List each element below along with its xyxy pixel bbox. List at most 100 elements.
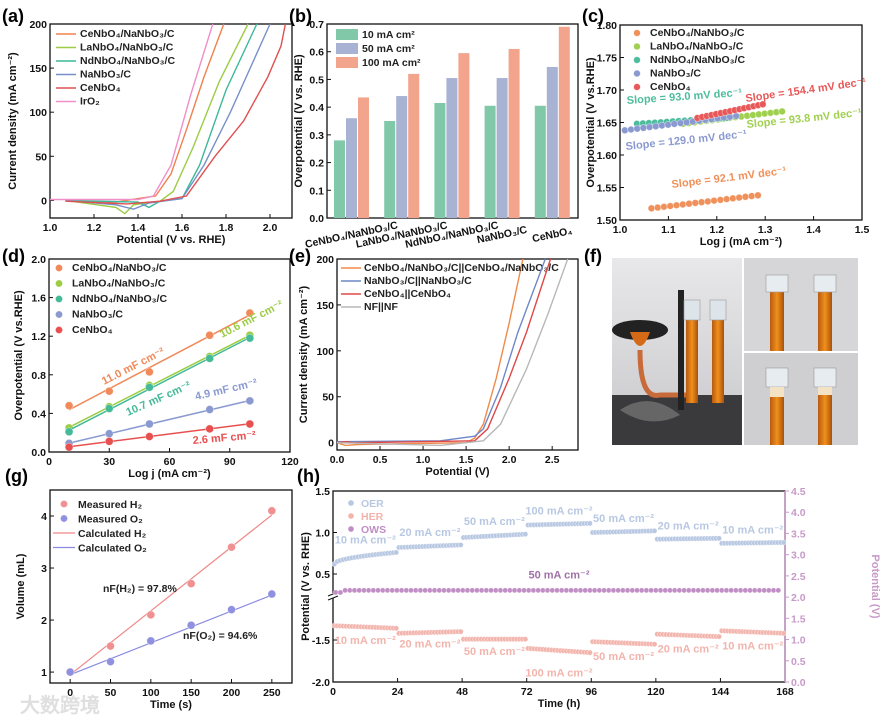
panel-c-data-point	[652, 122, 660, 131]
panel-h-legend-marker	[347, 512, 355, 520]
panel-c-data-point	[741, 193, 750, 201]
panel-d-data-point	[64, 427, 74, 437]
panel-c-legend-label: CeNbO₄/NaNbO₃/C	[650, 27, 745, 39]
panel-b-bar	[434, 102, 446, 218]
panel-g-measured-point	[65, 667, 75, 677]
panel-c-data-point	[670, 120, 679, 128]
panel-h-x-tick-label: 96	[585, 686, 597, 698]
panel-h-current-label: 100 mA cm⁻²	[525, 505, 592, 517]
panel-g-measured-point	[146, 610, 156, 620]
panel-c-x-axis-title: Log j (mA cm⁻²)	[700, 236, 783, 248]
panel-label: (a)	[2, 6, 24, 26]
panel-c-data-point	[716, 196, 725, 204]
panel-g-efficiency-annotation: nF(O₂) = 94.6%	[183, 630, 258, 642]
panel-d-legend-label: NdNbO₄/NaNbO₃/C	[72, 293, 167, 305]
panel-c-y-tick-label: 1.80	[597, 20, 618, 32]
panel-g-x-tick-label: 150	[182, 687, 200, 699]
panel-c-data-point	[754, 191, 762, 200]
panel-c-data-point	[672, 201, 681, 209]
panel-h-oer-point	[716, 535, 723, 542]
panel-h-current-label: 10 mA cm⁻²	[722, 640, 783, 652]
panel-c-data-point	[621, 126, 629, 135]
panel-h-current-label: 50 mA cm⁻²	[593, 651, 654, 663]
panel-c-data-point	[653, 203, 662, 212]
panel-d-y-tick-label: 2.0	[31, 254, 46, 266]
panel-e-y-tick-label: 100	[316, 346, 334, 358]
panel-e-chart: 0.0 0.5 1.0 1.5 2.0 2.5 0 50 100 150 200 Potential …	[298, 254, 579, 478]
panel-h-her-point	[522, 636, 529, 643]
panel-b-bar	[446, 78, 458, 219]
panel-h-x-tick-label: 48	[456, 686, 468, 698]
panel-a-y-tick-label: 150	[29, 63, 47, 75]
panel-h-ows-point	[337, 589, 344, 596]
panel-c-legend-marker	[633, 83, 641, 91]
panel-d-x-tick-label: 60	[164, 456, 176, 468]
panel-a-legend-label: CeNbO₄	[80, 82, 121, 94]
panel-h-her-point	[716, 633, 723, 640]
panel-a-x-tick-label: 1.8	[219, 222, 234, 234]
panel-h-current-label: 50 mA cm⁻²	[464, 646, 525, 658]
panel-h-ows-current-label: 50 mA cm⁻²	[528, 569, 589, 581]
panel-b-bar	[484, 105, 496, 218]
panel-b-y-tick-label: 0.0	[309, 213, 324, 225]
panel-g-legend-marker	[60, 500, 68, 508]
panel-c-y-tick-label: 1.65	[597, 118, 618, 130]
panel-h-her-point	[780, 630, 787, 637]
panel-c-data-point	[704, 197, 712, 206]
panel-h-y-tick-label: 1.0	[315, 528, 330, 540]
panel-c-data-point	[697, 198, 706, 206]
panel-c-slope-annotation: Slope = 154.4 mV dec⁻¹	[745, 76, 867, 105]
panel-d-data-point	[205, 330, 215, 340]
panel-g-measured-point	[106, 657, 115, 667]
panel-a-x-tick-label: 1.0	[43, 222, 58, 234]
panel-c-data-point	[679, 200, 687, 209]
panel-c-chart: 1.0 1.1 1.2 1.3 1.4 1.5 1.50 1.55 1.60 1.65 1.70 1.…	[585, 20, 869, 248]
panel-h-current-label: 50 mA cm⁻²	[593, 513, 654, 525]
panel-a-x-axis-title: Potential (V vs. RHE)	[117, 234, 226, 246]
panel-e-plot-frame	[336, 258, 579, 451]
panel-h-her-point	[651, 641, 658, 648]
panel-b-y-axis-title: Overpotential (V vs. RHE)	[293, 54, 305, 188]
panel-h-current-label: 20 mA cm⁻²	[658, 644, 719, 656]
panel-g-efficiency-annotation: nF(H₂) = 97.8%	[103, 583, 177, 595]
panel-d-fit-line	[68, 399, 250, 444]
panel-h-right-y-tick-label: 3.5	[791, 528, 806, 540]
panel-d-legend-marker	[55, 295, 63, 303]
panel-c-x-tick-label: 1.1	[661, 224, 676, 236]
panel-c-legend-label: CeNbO₄	[650, 81, 691, 93]
panel-c-data-point	[682, 118, 691, 127]
panel-g-legend-label: Calculated O₂	[78, 543, 147, 555]
panel-b-bar	[534, 105, 546, 218]
panel-label: (e)	[289, 246, 311, 266]
panel-c-data-point	[664, 120, 672, 129]
panel-g-y-tick-label: 3	[41, 563, 47, 575]
panel-d-y-axis-title: Overpotential (V vs.RHE)	[13, 290, 25, 421]
panel-h-right-y-tick-label: 1.5	[791, 613, 806, 625]
panel-a-y-tick-label: 0	[41, 195, 47, 207]
panel-h-legend-marker	[347, 499, 355, 507]
panel-a-plot-frame	[49, 23, 293, 219]
panel-e-x-tick-label: 2.5	[545, 454, 560, 466]
panel-c-data-point	[729, 194, 737, 203]
panel-e-y-tick-label: 50	[322, 392, 334, 404]
panel-b-y-tick-label: 0.3	[309, 130, 324, 142]
panel-g-y-axis-title: Volume (mL)	[15, 553, 27, 619]
panel-d-legend-marker	[55, 264, 63, 272]
panel-c-y-tick-label: 1.75	[597, 53, 618, 65]
panel-d-fit-line	[68, 314, 251, 411]
panel-d-data-point	[145, 382, 154, 392]
panel-d-data-point	[64, 442, 74, 452]
panel-b-bar	[558, 26, 570, 219]
panel-c-y-axis-title: Overpotential (V vs.RHE)	[585, 57, 597, 188]
panel-c-data-point	[685, 199, 693, 208]
panel-c-data-point	[710, 196, 718, 205]
panel-b-legend-label: 100 mA cm²	[362, 57, 421, 69]
panel-a-legend-label: NaNbO₃/C	[80, 69, 131, 81]
panel-a-legend-label: LaNbO₄/NaNbO₃/C	[80, 42, 174, 54]
panel-b-y-tick-label: 0.2	[309, 158, 324, 170]
panel-g-legend-label: Measured O₂	[78, 514, 143, 526]
panel-a-x-tick-label: 1.4	[131, 222, 146, 234]
panel-d-legend-label: CeNbO₄	[72, 324, 113, 336]
panel-d-data-point	[104, 437, 114, 446]
panel-e-legend-label: CeNbO₄||CeNbO₄	[364, 288, 451, 300]
